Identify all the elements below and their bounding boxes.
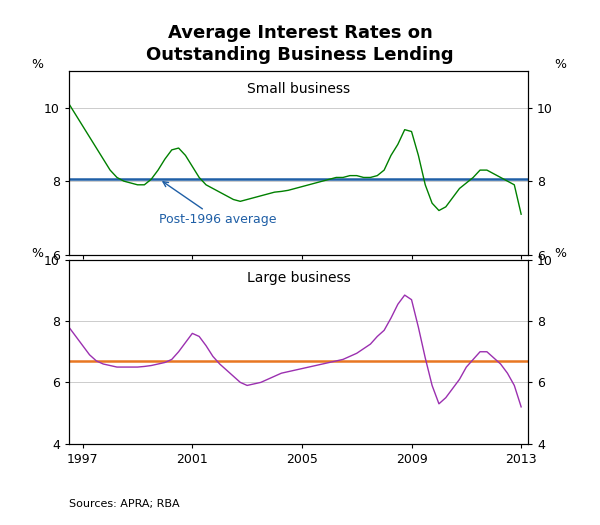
Text: %: % — [31, 58, 43, 71]
Text: Small business: Small business — [247, 82, 350, 96]
Text: Large business: Large business — [247, 271, 350, 285]
Text: %: % — [554, 247, 566, 260]
Text: Post-1996 average: Post-1996 average — [160, 182, 277, 226]
Text: %: % — [31, 247, 43, 260]
Text: %: % — [554, 58, 566, 71]
Text: Average Interest Rates on
Outstanding Business Lending: Average Interest Rates on Outstanding Bu… — [146, 24, 454, 64]
Text: Sources: APRA; RBA: Sources: APRA; RBA — [69, 499, 179, 509]
